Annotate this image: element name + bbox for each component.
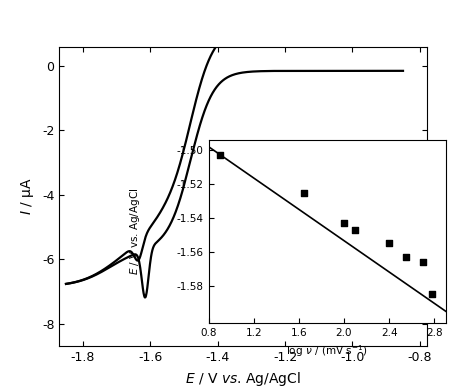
Point [402, 254, 410, 260]
Y-axis label: $I$ / μA: $I$ / μA [19, 177, 36, 216]
Point [419, 259, 427, 265]
Point [301, 189, 308, 196]
Point [428, 291, 436, 297]
Point [385, 240, 393, 246]
Point [340, 220, 348, 226]
X-axis label: $E$ / V $vs$. Ag/AgCl: $E$ / V $vs$. Ag/AgCl [185, 370, 301, 387]
Point [216, 152, 224, 158]
Point [352, 227, 359, 233]
X-axis label: log $\nu$ / (mV s$^{-1}$): log $\nu$ / (mV s$^{-1}$) [286, 343, 368, 359]
Y-axis label: $E$ / V vs. Ag/AgCl: $E$ / V vs. Ag/AgCl [128, 188, 142, 275]
